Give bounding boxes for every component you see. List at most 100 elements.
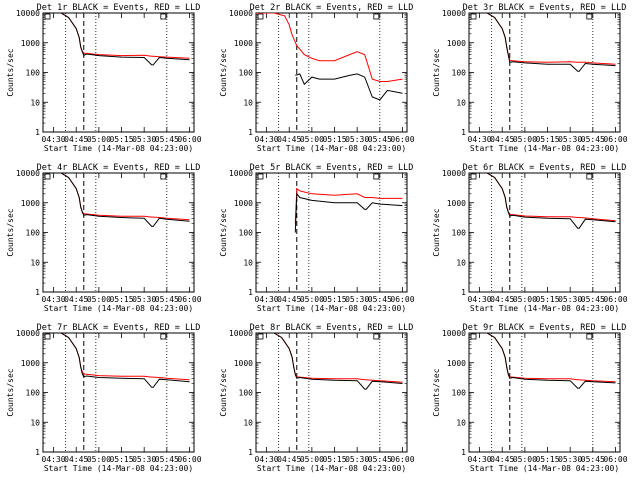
x-axis-title: Start Time (14-Mar-08 04:23:00) [257,464,406,473]
y-axis-title: Counts/sec [432,208,441,256]
lld-series-line [469,13,616,65]
lld-series-line [294,187,403,224]
events-series-line [469,13,616,72]
y-tick-label: 1 [461,448,466,457]
y-axis-title: Counts/sec [432,48,441,96]
y-tick-label: 10 [243,98,253,107]
x-tick-label: 05:45 [581,455,605,464]
x-tick-label: 05:15 [535,295,559,304]
corner-box-marker [373,13,380,20]
y-axis-title: Counts/sec [6,208,15,256]
corner-box-marker [373,173,380,180]
x-axis-title: Start Time (14-Mar-08 04:23:00) [44,304,193,313]
x-tick-label: 05:15 [535,455,559,464]
x-tick-label: 05:30 [345,455,369,464]
x-tick-label: 04:45 [490,295,514,304]
panel-title: Det 6r BLACK = Events, RED = LLD [463,163,627,173]
corner-box-marker [257,333,264,340]
lld-series-line [43,13,190,59]
panel-title: Det 7r BLACK = Events, RED = LLD [37,323,201,333]
panel-title: Det 2r BLACK = Events, RED = LLD [250,3,414,13]
plot-frame [255,12,408,133]
events-series-line [469,173,616,229]
y-tick-label: 1 [248,448,253,457]
x-axis-title: Start Time (14-Mar-08 04:23:00) [257,144,406,153]
y-tick-label: 1000 [234,39,253,48]
x-tick-label: 05:00 [300,295,324,304]
lld-series-line [469,173,616,222]
corner-box-marker [44,13,51,20]
x-tick-label: 05:15 [109,135,133,144]
x-tick-label: 04:30 [42,135,66,144]
events-series-line [295,73,403,101]
y-axis-title: Counts/sec [6,48,15,96]
x-tick-label: 05:00 [87,455,111,464]
y-tick-label: 1 [461,128,466,137]
y-tick-label: 1 [35,288,40,297]
y-tick-label: 100 [239,389,254,398]
events-series-line [469,333,616,389]
y-tick-label: 1000 [447,359,466,368]
events-series-line [294,192,403,233]
x-tick-label: 05:00 [300,135,324,144]
corner-box-marker [44,173,51,180]
panel-title: Det 3r BLACK = Events, RED = LLD [463,3,627,13]
y-tick-label: 10 [243,418,253,427]
y-tick-label: 1000 [21,359,40,368]
corner-box-marker [44,333,51,340]
y-axis-title: Counts/sec [219,48,228,96]
y-axis-title: Counts/sec [219,368,228,416]
x-tick-label: 06:00 [390,455,414,464]
panel-title: Det 8r BLACK = Events, RED = LLD [250,323,414,333]
x-tick-label: 06:00 [177,455,201,464]
x-tick-label: 05:30 [558,295,582,304]
x-tick-label: 05:45 [155,455,179,464]
corner-box-marker [586,13,593,20]
plot-frame [255,332,408,453]
y-tick-label: 100 [239,69,254,78]
y-tick-label: 1000 [234,199,253,208]
x-tick-label: 04:30 [468,455,492,464]
y-tick-label: 10 [456,418,466,427]
y-tick-label: 100 [452,389,467,398]
corner-box-marker [586,173,593,180]
x-axis-title: Start Time (14-Mar-08 04:23:00) [257,304,406,313]
y-tick-label: 1 [35,128,40,137]
x-tick-label: 04:45 [490,455,514,464]
panel-title: Det 5r BLACK = Events, RED = LLD [250,163,414,173]
y-tick-label: 1 [35,448,40,457]
y-tick-label: 10 [456,98,466,107]
y-tick-label: 10000 [442,329,466,338]
plot-frame [42,172,195,293]
corner-box-marker [257,173,264,180]
x-axis-title: Start Time (14-Mar-08 04:23:00) [470,144,619,153]
x-tick-label: 04:30 [42,455,66,464]
y-tick-label: 1000 [234,359,253,368]
x-tick-label: 05:00 [300,455,324,464]
y-axis-title: Counts/sec [432,368,441,416]
plot-frame [255,172,408,293]
plot-frame [468,12,621,133]
x-tick-label: 04:30 [468,135,492,144]
corner-box-marker [470,173,477,180]
panel-title: Det 9r BLACK = Events, RED = LLD [463,323,627,333]
x-tick-label: 05:30 [132,295,156,304]
x-tick-label: 04:45 [64,295,88,304]
x-tick-label: 05:00 [513,135,537,144]
detector-panel-5: Det 5r BLACK = Events, RED = LLD 1 10 100 10… [219,163,415,313]
y-tick-label: 10 [456,258,466,267]
plot-frame [468,172,621,293]
y-tick-label: 1000 [21,199,40,208]
x-tick-label: 05:30 [132,135,156,144]
x-tick-label: 04:30 [468,295,492,304]
x-tick-label: 04:45 [277,455,301,464]
corner-box-marker [470,333,477,340]
x-tick-label: 05:00 [87,135,111,144]
detector-panel-3: Det 3r BLACK = Events, RED = LLD 1 10 100 10… [432,3,628,153]
lld-series-line [256,333,403,383]
y-tick-label: 10 [30,418,40,427]
lld-series-line [469,333,616,383]
events-series-line [43,13,190,66]
x-tick-label: 04:45 [64,135,88,144]
